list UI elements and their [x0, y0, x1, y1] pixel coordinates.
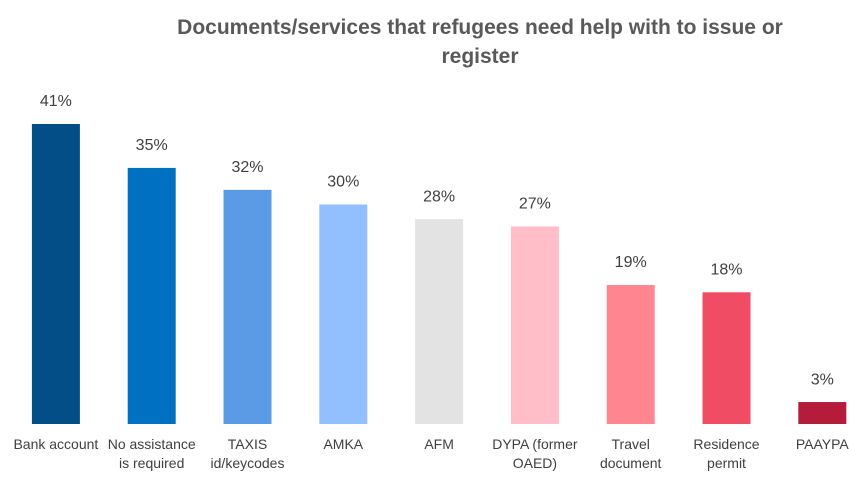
bar — [415, 219, 464, 424]
x-tick-label: DYPA (former OAED) — [492, 436, 578, 471]
bar — [798, 402, 847, 424]
x-tick-label: Bank account — [13, 436, 98, 452]
x-tick-label: TAXIS id/keycodes — [211, 436, 285, 471]
bar — [606, 284, 655, 424]
value-label: 35% — [136, 137, 168, 154]
value-label: 30% — [327, 174, 359, 191]
x-tick-label: AFM — [424, 436, 454, 452]
bar — [702, 292, 751, 424]
value-label: 32% — [231, 159, 263, 176]
value-label: 3% — [811, 371, 834, 388]
value-label: 27% — [519, 196, 551, 213]
x-tick-label: Travel document — [600, 436, 662, 471]
bar — [510, 226, 559, 424]
bar — [319, 204, 368, 424]
value-label: 28% — [423, 188, 455, 205]
value-label: 18% — [710, 262, 742, 279]
chart-title: Documents/services that refugees need he… — [177, 16, 783, 68]
bar — [223, 189, 272, 424]
bar — [31, 124, 80, 424]
x-tick-label: PAAYPA — [796, 436, 849, 452]
x-tick-label: Residence permit — [693, 436, 759, 471]
x-tick-label: No assistance is required — [108, 436, 196, 471]
x-tick-label: AMKA — [323, 436, 363, 452]
value-label: 19% — [615, 254, 647, 271]
bar — [127, 167, 176, 424]
value-label: 41% — [40, 93, 72, 110]
